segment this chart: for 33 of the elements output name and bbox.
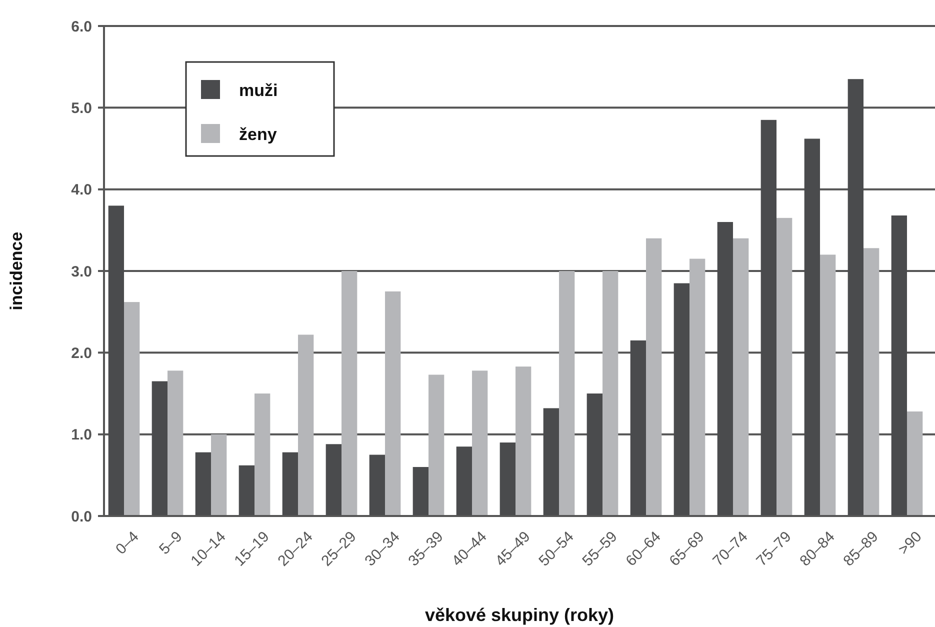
bar <box>820 254 836 516</box>
y-axis-title: incidence <box>7 232 26 310</box>
y-tick-label: 4.0 <box>71 182 92 199</box>
x-tick-label: 5–9 <box>156 528 186 558</box>
legend-label: muži <box>239 80 278 100</box>
bar <box>776 218 792 516</box>
bar <box>559 271 575 516</box>
bar <box>906 411 923 516</box>
bar <box>689 258 706 516</box>
y-tick-label: 6.0 <box>71 18 92 36</box>
bar <box>646 238 662 516</box>
bar <box>342 271 358 516</box>
bar <box>385 291 401 516</box>
bar <box>863 248 880 516</box>
bar <box>168 370 184 516</box>
y-tick-label: 0.0 <box>71 508 92 526</box>
x-axis-title: věkové skupiny (roky) <box>424 605 614 625</box>
x-tick-label: 0–4 <box>112 528 142 558</box>
y-tick-label: 5.0 <box>71 100 92 117</box>
bar <box>211 434 227 516</box>
x-tick-label: >90 <box>895 528 926 558</box>
bar <box>428 374 444 516</box>
bar <box>298 334 314 516</box>
y-tick-label: 2.0 <box>71 344 92 362</box>
bar <box>472 370 488 516</box>
bar <box>732 238 749 516</box>
y-tick-label: 3.0 <box>71 263 92 280</box>
bar <box>602 271 618 516</box>
y-tick-label: 1.0 <box>71 426 92 444</box>
bar <box>124 302 140 516</box>
bar <box>516 366 532 516</box>
legend-label: ženy <box>239 124 278 144</box>
bar <box>254 394 270 516</box>
